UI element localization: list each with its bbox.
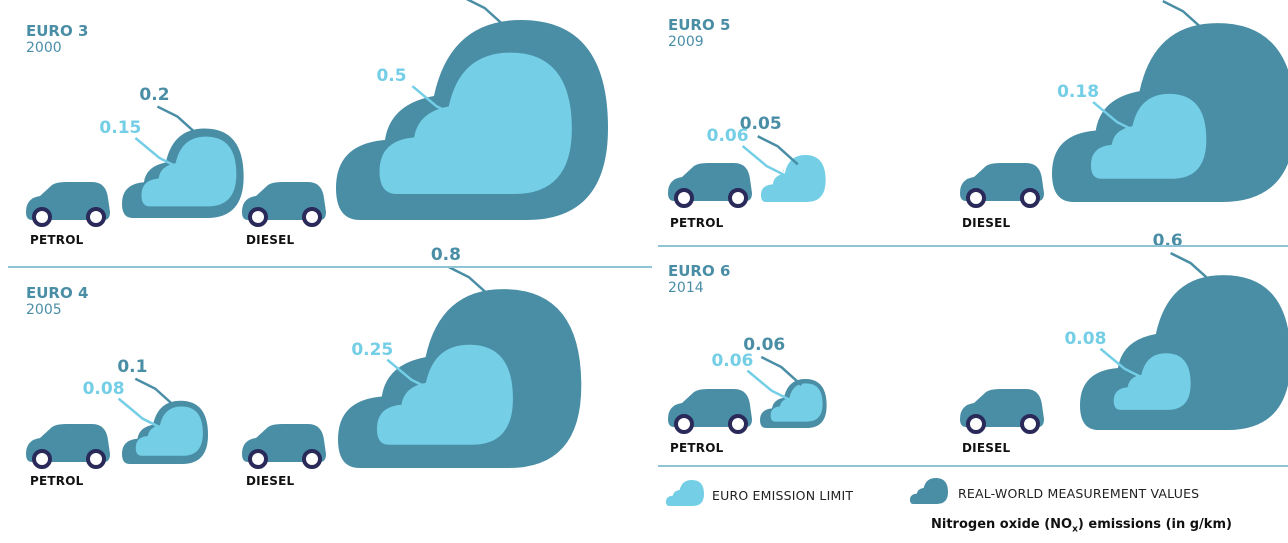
diesel-real-leader <box>1162 0 1204 31</box>
petrol-real-leader <box>134 377 177 408</box>
petrol-limit-leader <box>134 137 180 170</box>
legend-limit-label: EURO EMISSION LIMIT <box>712 488 854 503</box>
petrol-label: PETROL <box>30 474 84 488</box>
diesel-limit-value: 0.5 <box>376 66 407 87</box>
standard-title: EURO 3 <box>26 22 89 40</box>
car-rear-wheel <box>728 188 748 208</box>
diesel-label: DIESEL <box>962 216 1011 230</box>
petrol-limit-value: 0.15 <box>99 118 142 138</box>
caption-before: Nitrogen oxide (NO <box>931 517 1073 532</box>
petrol-real-leader <box>156 105 199 136</box>
chart-caption: Nitrogen oxide (NOx) emissions (in g/km) <box>931 517 1232 535</box>
car-rear-wheel <box>302 207 322 227</box>
caption-sub: x <box>1072 524 1078 535</box>
diesel-limit-cloud <box>376 344 513 445</box>
standard-year: 2014 <box>668 280 704 296</box>
diesel-label: DIESEL <box>962 441 1011 455</box>
petrol-limit-value: 0.08 <box>82 378 125 399</box>
petrol-limit-cloud <box>758 153 828 204</box>
petrol-label: PETROL <box>670 441 724 455</box>
car-front-wheel <box>32 449 52 469</box>
divider-legend <box>658 465 1288 467</box>
diesel-limit-value: 0.18 <box>1057 82 1100 103</box>
car-rear-wheel <box>728 414 748 434</box>
diesel-limit-value: 0.08 <box>1064 328 1107 349</box>
car-front-wheel <box>966 414 986 434</box>
petrol-limit-leader <box>741 145 788 178</box>
diesel-limit-leader <box>411 85 458 118</box>
diesel-label: DIESEL <box>246 233 295 247</box>
car-rear-wheel <box>86 207 106 227</box>
petrol-real-value: 0.05 <box>739 114 782 135</box>
car-front-wheel <box>674 414 694 434</box>
diesel-car-icon <box>960 163 1044 208</box>
car-rear-wheel <box>86 449 106 469</box>
diesel-car-icon <box>960 389 1044 434</box>
diesel-limit-cloud <box>379 52 572 194</box>
petrol-car-icon <box>668 163 752 208</box>
petrol-limit-cloud <box>135 406 203 456</box>
divider-left <box>8 266 652 268</box>
standard-year: 2000 <box>26 40 62 56</box>
petrol-limit-value: 0.06 <box>711 350 754 371</box>
standard-year: 2005 <box>26 302 62 318</box>
diesel-real-leader <box>448 265 490 297</box>
standard-year: 2009 <box>668 34 704 50</box>
petrol-limit-leader <box>117 397 164 430</box>
car-rear-wheel <box>1020 414 1040 434</box>
petrol-car-icon <box>26 424 110 469</box>
car-rear-wheel <box>1020 188 1040 208</box>
petrol-label: PETROL <box>30 233 84 247</box>
petrol-real-leader <box>760 355 803 386</box>
standard-title: EURO 6 <box>668 262 731 280</box>
car-front-wheel <box>966 188 986 208</box>
petrol-real-value: 0.1 <box>117 356 148 377</box>
diesel-limit-leader <box>386 358 432 391</box>
petrol-car-icon <box>26 182 110 227</box>
car-rear-wheel <box>302 449 322 469</box>
standard-title: EURO 5 <box>668 16 731 34</box>
diesel-real-value: 0.8 <box>430 245 461 266</box>
petrol-label: PETROL <box>670 216 724 230</box>
petrol-limit-cloud <box>141 136 237 207</box>
petrol-real-value: 0.06 <box>743 335 786 355</box>
legend-real-cloud-icon <box>910 478 948 504</box>
legend-real-label: REAL-WORLD MEASUREMENT VALUES <box>958 486 1200 501</box>
diesel-real-leader <box>1170 251 1212 283</box>
petrol-real-value: 0.2 <box>139 84 170 105</box>
standard-title: EURO 4 <box>26 284 89 302</box>
petrol-limit-leader <box>746 369 793 402</box>
petrol-car-icon <box>668 389 752 434</box>
car-front-wheel <box>248 449 268 469</box>
legend-limit-cloud-icon <box>666 480 704 506</box>
diesel-limit-leader <box>1099 347 1146 380</box>
diesel-real-leader <box>465 0 506 27</box>
petrol-limit-cloud <box>770 383 823 422</box>
car-front-wheel <box>248 207 268 227</box>
diesel-limit-cloud <box>1090 93 1207 179</box>
diesel-car-icon <box>242 182 326 227</box>
diesel-limit-value: 0.25 <box>351 339 394 360</box>
divider-right <box>658 245 1288 247</box>
diesel-label: DIESEL <box>246 474 295 488</box>
car-front-wheel <box>674 188 694 208</box>
diesel-limit-leader <box>1092 101 1138 134</box>
petrol-limit-value: 0.06 <box>706 126 749 147</box>
diesel-car-icon <box>242 424 326 469</box>
car-front-wheel <box>32 207 52 227</box>
petrol-real-leader <box>757 135 799 166</box>
diesel-limit-cloud <box>1113 353 1191 410</box>
caption-after: ) emissions (in g/km) <box>1077 517 1232 532</box>
